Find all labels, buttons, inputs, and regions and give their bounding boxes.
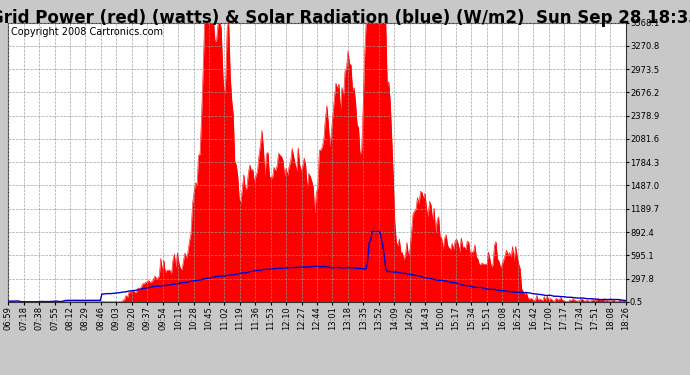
Text: Grid Power (red) (watts) & Solar Radiation (blue) (W/m2)  Sun Sep 28 18:33: Grid Power (red) (watts) & Solar Radiati… <box>0 9 690 27</box>
Text: Copyright 2008 Cartronics.com: Copyright 2008 Cartronics.com <box>11 27 163 37</box>
